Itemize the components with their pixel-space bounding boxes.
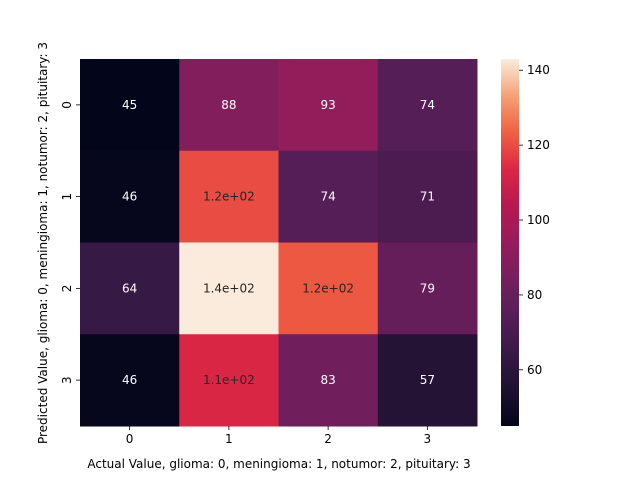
x-tick-label: 1 <box>225 432 233 446</box>
heatmap-cell <box>278 334 379 427</box>
colorbar-tick-label: 120 <box>527 138 550 152</box>
x-axis-ticks: 0 1 2 3 <box>126 426 431 446</box>
heatmap-cell <box>377 150 478 243</box>
cell-annotations: 45 88 93 74 46 1.2e+02 74 71 64 1.4e+02 1.2e+02 79 4… <box>122 98 435 387</box>
cell-annotation: 57 <box>420 373 435 387</box>
cell-annotation: 88 <box>221 98 236 112</box>
heatmap-cell <box>278 242 379 335</box>
x-tick-label: 3 <box>424 432 432 446</box>
colorbar <box>501 59 519 426</box>
cell-annotation: 64 <box>122 281 137 295</box>
cell-annotation: 1.2e+02 <box>302 281 354 295</box>
cell-annotation: 83 <box>320 373 335 387</box>
y-axis-label: Predicted Value, glioma: 0, meningioma: … <box>36 42 50 444</box>
cell-annotation: 1.4e+02 <box>203 281 255 295</box>
heatmap-cell <box>80 59 180 152</box>
heatmap-cell <box>80 334 180 427</box>
heatmap-cell <box>278 150 379 243</box>
x-tick-label: 0 <box>126 432 134 446</box>
cell-annotation: 45 <box>122 98 137 112</box>
y-tick-label: 1 <box>60 193 74 201</box>
heatmap-cell <box>278 59 379 152</box>
heatmap-cell <box>377 59 478 152</box>
colorbar-tick-label: 140 <box>527 63 550 77</box>
heatmap-cells <box>80 59 478 427</box>
cell-annotation: 46 <box>122 190 137 204</box>
cell-annotation: 1.2e+02 <box>203 190 255 204</box>
heatmap-cell <box>179 242 279 335</box>
cell-annotation: 74 <box>320 190 335 204</box>
y-tick-label: 3 <box>60 376 74 384</box>
heatmap-cell <box>179 334 279 427</box>
cell-annotation: 79 <box>420 281 435 295</box>
heatmap-cell <box>80 150 180 243</box>
heatmap-cell <box>377 242 478 335</box>
y-axis-ticks: 0 1 2 3 <box>60 101 80 384</box>
colorbar-tick-label: 100 <box>527 213 550 227</box>
y-tick-label: 0 <box>60 101 74 109</box>
cell-annotation: 93 <box>320 98 335 112</box>
cell-annotation: 71 <box>420 190 435 204</box>
colorbar-tick-label: 80 <box>527 288 542 302</box>
cell-annotation: 46 <box>122 373 137 387</box>
x-tick-label: 2 <box>324 432 332 446</box>
heatmap-cell <box>179 150 279 243</box>
heatmap-cell <box>377 334 478 427</box>
heatmap-cell <box>179 59 279 152</box>
heatmap-cell <box>80 242 180 335</box>
cell-annotation: 1.1e+02 <box>203 373 255 387</box>
cell-annotation: 74 <box>420 98 435 112</box>
colorbar-ticks: 60 80 100 120 140 <box>519 63 550 377</box>
y-tick-label: 2 <box>60 285 74 293</box>
x-axis-label: Actual Value, glioma: 0, meningioma: 1, … <box>87 457 470 471</box>
colorbar-tick-label: 60 <box>527 363 542 377</box>
